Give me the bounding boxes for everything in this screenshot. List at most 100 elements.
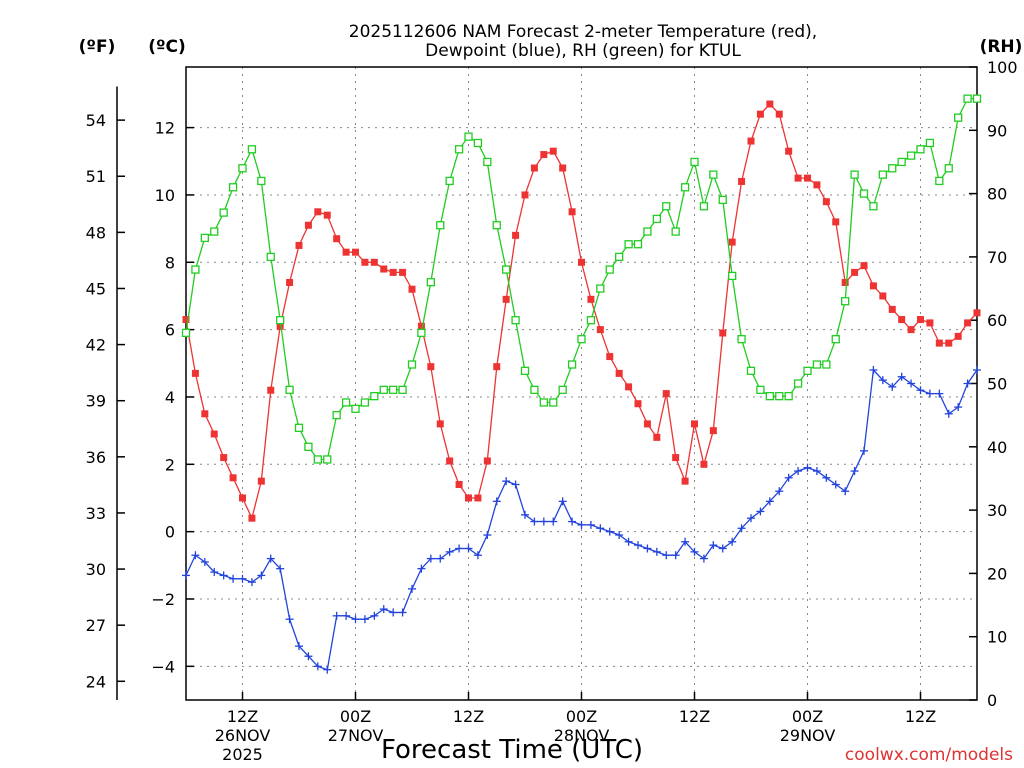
temperature-point <box>954 332 962 340</box>
rh-point <box>737 335 746 344</box>
temperature-point <box>323 211 331 219</box>
rh-point <box>200 233 209 243</box>
fahrenheit-tick-label: 27 <box>86 616 106 635</box>
rh-point <box>313 455 322 464</box>
dewpoint-point <box>907 379 916 388</box>
dewpoint-point <box>897 372 906 381</box>
dewpoint-point <box>841 487 850 496</box>
temperature-point <box>182 316 190 324</box>
dewpoint-point <box>408 584 416 593</box>
rh-point <box>859 189 869 198</box>
temperature-point <box>333 235 341 243</box>
dewpoint-point <box>747 514 755 523</box>
temperature-point <box>625 383 633 391</box>
dewpoint-point <box>511 480 520 489</box>
celsius-tick-label: −2 <box>151 590 175 609</box>
rh-point <box>633 240 643 249</box>
rh-point <box>436 221 445 230</box>
rh-point <box>925 138 935 148</box>
rh-tick-label: 0 <box>987 691 997 710</box>
temperature-point <box>869 282 877 290</box>
temperature-point <box>210 430 218 438</box>
dewpoint-point <box>605 527 614 536</box>
temperature-point <box>822 198 830 206</box>
dewpoint-point <box>219 571 228 580</box>
temperature-point <box>352 248 359 256</box>
temperature-point <box>446 457 454 465</box>
dewpoint-point <box>379 605 388 614</box>
rh-tick-label: 40 <box>987 438 1007 457</box>
rh-point <box>916 145 925 154</box>
dewpoint-point <box>436 554 445 563</box>
temperature-point <box>267 386 275 394</box>
temperature-point <box>794 174 802 182</box>
x-tick-label: 28NOV <box>554 726 610 745</box>
rh-point <box>370 392 379 401</box>
temperature-point <box>719 329 727 337</box>
dewpoint-point <box>285 615 294 624</box>
temperature-point <box>521 191 529 199</box>
rh-point <box>963 94 972 103</box>
temperature-point <box>530 164 538 172</box>
temperature-point <box>634 400 642 408</box>
rh-point <box>709 170 718 179</box>
dewpoint-point <box>671 551 680 560</box>
x-tick-label: 12Z <box>679 707 710 726</box>
dewpoint-point <box>276 564 285 573</box>
temperature-point <box>888 305 896 313</box>
x-axis-label: Forecast Time (UTC) <box>381 735 643 765</box>
temperature-point <box>935 339 943 347</box>
x-tick-label: 2025 <box>222 745 263 764</box>
dewpoint-point <box>295 642 303 651</box>
rh-point <box>464 132 473 141</box>
dewpoint-point <box>596 524 605 533</box>
dewpoint-point <box>794 467 803 476</box>
dewpoint-point <box>398 608 407 617</box>
temperature-point <box>257 477 265 485</box>
celsius-axis-unit: (ºC) <box>148 37 186 57</box>
series-dewpoint <box>182 366 981 674</box>
rh-point <box>445 176 454 186</box>
temperature-point <box>540 151 548 159</box>
temperature-point <box>926 319 934 327</box>
temperature-point <box>239 494 246 502</box>
temperature-point <box>380 265 388 273</box>
dewpoint-point <box>238 574 247 583</box>
dewpoint-point <box>483 531 492 540</box>
series <box>181 94 982 674</box>
dewpoint-point <box>850 467 859 476</box>
rh-point <box>756 385 765 394</box>
rh-tick-label: 90 <box>987 121 1007 140</box>
temperature-point <box>756 110 764 118</box>
dewpoint-point <box>699 554 708 563</box>
rh-point <box>520 366 530 375</box>
dewpoint-point <box>822 473 831 482</box>
dewpoint-point <box>634 541 642 550</box>
dewpoint-point <box>935 389 944 398</box>
rh-point <box>473 138 483 148</box>
dewpoint-point <box>860 446 868 455</box>
series-line-dewpoint <box>185 368 978 671</box>
rh-point <box>266 252 275 262</box>
temperature-point <box>728 238 736 246</box>
fahrenheit-tick-label: 45 <box>86 279 106 298</box>
series-rh <box>181 94 982 464</box>
rh-tick-label: 20 <box>987 564 1007 583</box>
temperature-point <box>549 147 557 155</box>
temperature-point <box>964 319 972 327</box>
fahrenheit-tick-label: 42 <box>86 336 106 355</box>
dewpoint-point <box>615 531 624 540</box>
dewpoint-point <box>728 537 737 546</box>
temperature-point <box>427 363 435 371</box>
rh-point <box>454 145 464 154</box>
fahrenheit-tick-label: 36 <box>86 448 106 467</box>
dewpoint-point <box>652 547 661 556</box>
rh-point <box>624 240 633 249</box>
dewpoint-point <box>455 544 464 553</box>
temperature-point <box>709 427 717 435</box>
dewpoint-point <box>473 551 482 560</box>
dewpoint-point <box>709 541 718 550</box>
rh-point <box>690 157 699 167</box>
temperature-point <box>596 326 604 334</box>
